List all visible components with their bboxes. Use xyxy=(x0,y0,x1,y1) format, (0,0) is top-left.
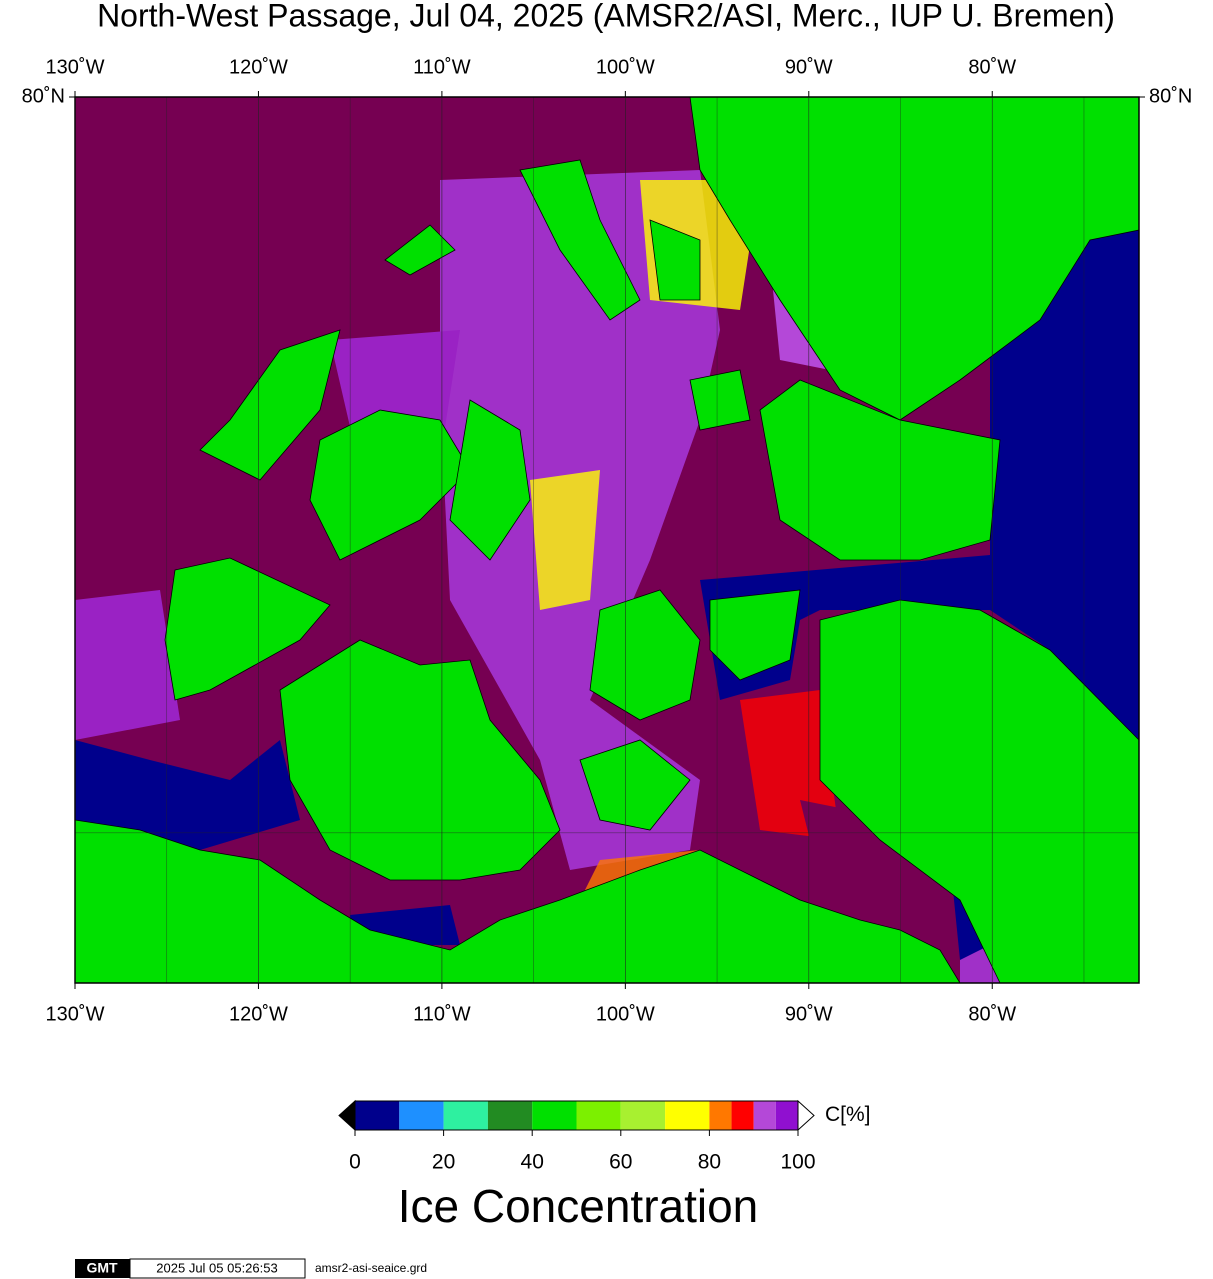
ice-area xyxy=(530,470,600,610)
colorbar-bin xyxy=(775,1101,798,1130)
y-tick-label: 80˚N xyxy=(1149,85,1192,107)
colorbar-bin xyxy=(576,1101,621,1130)
x-tick-label: 100˚W xyxy=(596,56,655,78)
logo: GMT xyxy=(86,1260,118,1276)
land xyxy=(689,369,751,431)
colorbar-bin xyxy=(620,1101,666,1130)
colorbar-bin xyxy=(709,1101,732,1130)
x-tick-label: 130˚W xyxy=(46,56,105,78)
x-tick-label: 80˚W xyxy=(968,56,1016,78)
x-tick-label: 100˚W xyxy=(596,1003,655,1025)
land xyxy=(199,329,341,481)
colorbar-bin xyxy=(532,1101,577,1130)
x-tick-label: 130˚W xyxy=(46,1003,105,1025)
colorbar-bin xyxy=(443,1101,488,1130)
colorbar-bin xyxy=(487,1101,533,1130)
colorbar-tick-label: 80 xyxy=(698,1151,721,1174)
map-area xyxy=(74,96,1140,984)
land xyxy=(74,819,961,984)
colorbar-unit: C[%] xyxy=(825,1103,871,1126)
x-tick-label: 90˚W xyxy=(785,1003,833,1025)
x-tick-label: 80˚W xyxy=(968,1003,1016,1025)
under-triangle xyxy=(338,1099,356,1132)
title: North-West Passage, Jul 04, 2025 (AMSR2/… xyxy=(97,0,1115,33)
x-tick-label: 120˚W xyxy=(229,1003,288,1025)
land xyxy=(589,589,701,721)
land xyxy=(519,159,641,321)
colorbar: 0 20 40 60 80 100 C[%] Ice Concentration xyxy=(338,1099,871,1232)
colorbar-bin xyxy=(355,1101,400,1130)
colorbar-tick-label: 20 xyxy=(432,1151,455,1174)
colorbar-tick-label: 0 xyxy=(349,1151,361,1174)
file-name: amsr2-asi-seaice.grd xyxy=(315,1261,427,1275)
y-tick-label: 80˚N xyxy=(22,85,65,107)
land xyxy=(649,219,701,301)
land xyxy=(709,589,801,681)
open-water xyxy=(700,230,1139,740)
colorbar-bin xyxy=(731,1101,754,1130)
x-tick-label: 110˚W xyxy=(413,56,471,78)
x-tick-label: 110˚W xyxy=(413,1003,471,1025)
colorbar-bin xyxy=(753,1101,776,1130)
colorbar-tick-label: 60 xyxy=(609,1151,632,1174)
colorbar-bin xyxy=(399,1101,444,1130)
x-tick-label: 120˚W xyxy=(229,56,288,78)
land xyxy=(579,739,691,831)
footer: GMT 2025 Jul 05 05:26:53 amsr2-asi-seaic… xyxy=(75,1258,427,1279)
colorbar-tick-label: 100 xyxy=(780,1151,815,1174)
timestamp: 2025 Jul 05 05:26:53 xyxy=(156,1260,277,1275)
ice-area xyxy=(800,800,900,960)
colorbar-title: Ice Concentration xyxy=(398,1180,759,1232)
map-frame: 130˚W 130˚W 120˚W 120˚W 110˚W 110˚W 100˚W 100˚W… xyxy=(22,56,1193,1025)
land xyxy=(759,379,1001,561)
colorbar-tick-label: 40 xyxy=(521,1151,544,1174)
land xyxy=(449,399,531,561)
colorbar-bin xyxy=(665,1101,710,1130)
colorbar-frame xyxy=(354,1100,799,1131)
over-triangle xyxy=(797,1099,815,1132)
ice-area xyxy=(740,690,840,840)
ice-area xyxy=(75,590,180,740)
timestamp-box xyxy=(129,1258,306,1279)
logo-box xyxy=(75,1259,130,1278)
land xyxy=(384,224,456,276)
x-tick-label: 90˚W xyxy=(785,56,833,78)
